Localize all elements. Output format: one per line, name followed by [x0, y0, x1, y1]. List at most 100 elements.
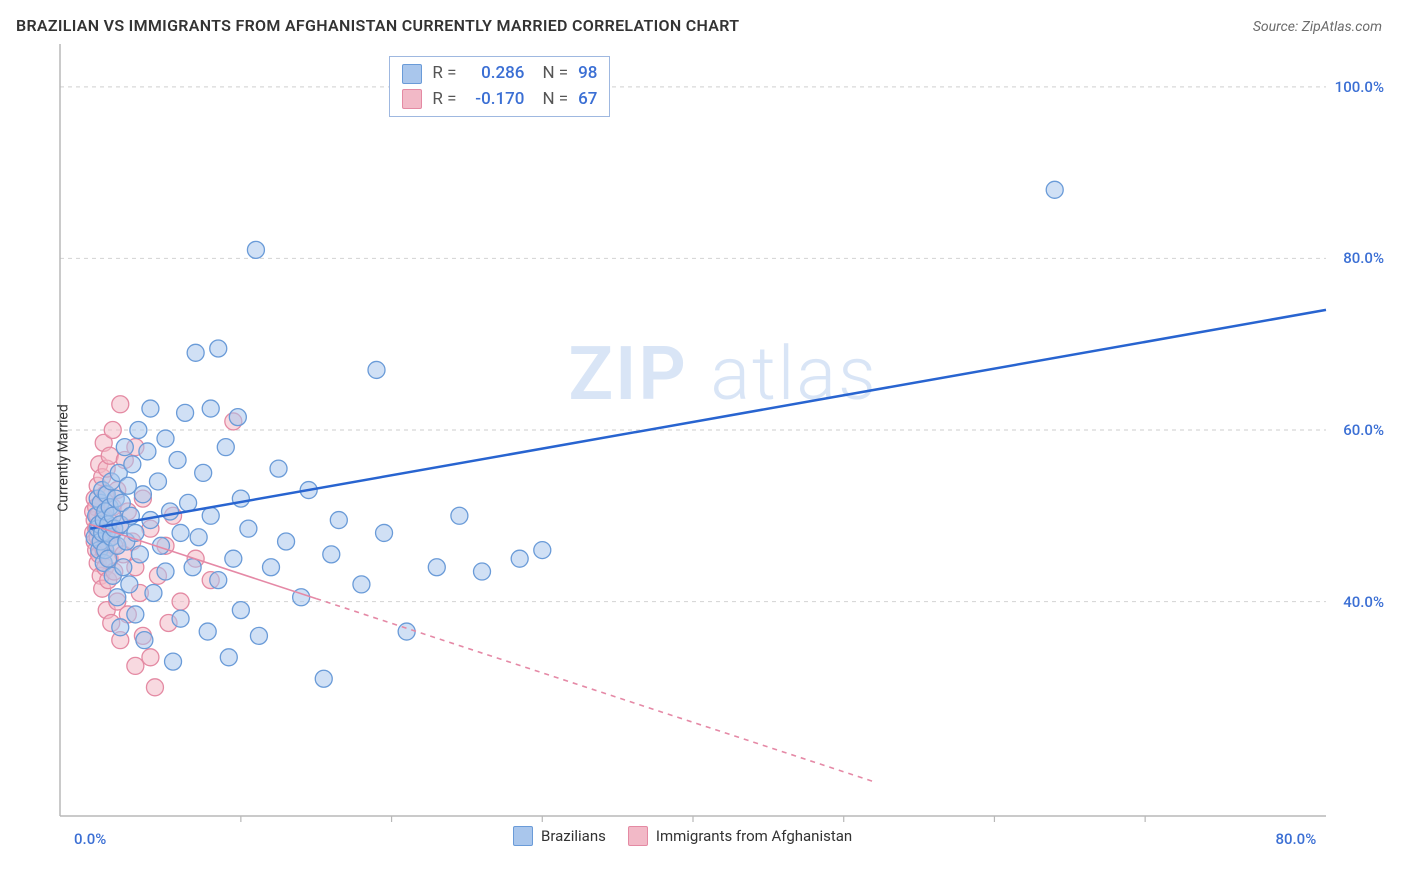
data-point: [451, 507, 468, 524]
data-point: [184, 559, 201, 576]
data-point: [124, 456, 141, 473]
data-point: [149, 473, 166, 490]
data-point: [119, 477, 136, 494]
data-point: [428, 559, 445, 576]
data-point: [165, 653, 182, 670]
r-label: R =: [432, 61, 456, 87]
data-point: [225, 550, 242, 567]
data-point: [247, 241, 264, 258]
data-point: [270, 460, 287, 477]
data-point: [187, 344, 204, 361]
data-point: [115, 559, 132, 576]
data-point: [127, 657, 144, 674]
data-point: [101, 447, 118, 464]
data-point: [104, 422, 121, 439]
data-point: [323, 546, 340, 563]
trendline-brazilians: [90, 310, 1326, 529]
legend-label: Brazilians: [541, 827, 606, 845]
r-value: 0.286: [466, 61, 524, 87]
y-tick-label: 100.0%: [1335, 78, 1384, 96]
correlation-stats-legend: R =0.286N =98R =-0.170N =67: [389, 56, 610, 117]
r-value: -0.170: [466, 87, 524, 113]
data-point: [368, 361, 385, 378]
data-point: [240, 520, 257, 537]
data-point: [199, 623, 216, 640]
swatch-brazilians: [402, 64, 422, 84]
data-point: [229, 409, 246, 426]
data-point: [263, 559, 280, 576]
data-point: [250, 627, 267, 644]
data-point: [1046, 181, 1063, 198]
data-point: [534, 542, 551, 559]
data-point: [177, 404, 194, 421]
watermark-zip: ZIP: [568, 331, 688, 418]
data-point: [131, 546, 148, 563]
data-point: [142, 400, 159, 417]
data-point: [330, 512, 347, 529]
data-point: [220, 649, 237, 666]
data-point: [162, 503, 179, 520]
stats-row-afghanistan: R =-0.170N =67: [402, 87, 597, 113]
data-point: [202, 400, 219, 417]
data-point: [121, 576, 138, 593]
data-point: [315, 670, 332, 687]
data-point: [112, 619, 129, 636]
data-point: [146, 679, 163, 696]
source-attribution: Source: ZipAtlas.com: [1253, 19, 1382, 35]
watermark: ZIPatlas: [568, 331, 877, 418]
series-brazilians: [86, 181, 1063, 687]
data-point: [134, 486, 151, 503]
data-point: [210, 572, 227, 589]
x-tick-label: 0.0%: [74, 830, 106, 848]
chart-title: BRAZILIAN VS IMMIGRANTS FROM AFGHANISTAN…: [16, 16, 739, 35]
source-label: Source:: [1253, 19, 1298, 35]
y-axis-label: Currently Married: [56, 404, 72, 511]
data-point: [116, 439, 133, 456]
data-point: [180, 494, 197, 511]
data-point: [157, 563, 174, 580]
n-value: 98: [578, 61, 597, 87]
data-point: [190, 529, 207, 546]
y-tick-label: 40.0%: [1343, 593, 1384, 611]
data-point: [278, 533, 295, 550]
series-legend: Brazilians Immigrants from Afghanistan: [513, 826, 852, 846]
data-point: [145, 584, 162, 601]
data-point: [232, 490, 249, 507]
swatch-afghanistan: [402, 89, 422, 109]
y-tick-label: 60.0%: [1343, 421, 1384, 439]
data-point: [130, 422, 147, 439]
data-point: [217, 439, 234, 456]
data-point: [109, 589, 126, 606]
data-point: [157, 430, 174, 447]
data-point: [398, 623, 415, 640]
data-point: [511, 550, 528, 567]
data-point: [172, 593, 189, 610]
legend-label: Immigrants from Afghanistan: [656, 827, 852, 845]
data-point: [195, 464, 212, 481]
data-point: [210, 340, 227, 357]
n-label: N =: [542, 61, 568, 87]
data-point: [172, 524, 189, 541]
stats-row-brazilians: R = 0.286 N = 98: [402, 61, 597, 87]
data-point: [136, 632, 153, 649]
data-point: [232, 602, 249, 619]
x-tick-label: 80.0%: [1275, 830, 1316, 848]
r-label: R =: [432, 87, 456, 113]
swatch-brazilians-bottom: [513, 826, 533, 846]
swatch-afghanistan-bottom: [628, 826, 648, 846]
data-point: [127, 606, 144, 623]
data-point: [202, 507, 219, 524]
scatter-chart-svg: ZIPatlas: [16, 44, 1388, 872]
n-label: N =: [542, 87, 568, 113]
data-point: [169, 452, 186, 469]
data-point: [139, 443, 156, 460]
y-tick-label: 80.0%: [1343, 249, 1384, 267]
data-point: [353, 576, 370, 593]
plot-area: Currently Married ZIPatlas 40.0% 60.0% 80.0…: [16, 44, 1388, 872]
data-point: [474, 563, 491, 580]
source-name: ZipAtlas.com: [1302, 19, 1382, 35]
data-point: [142, 649, 159, 666]
data-point: [376, 524, 393, 541]
data-point: [112, 396, 129, 413]
legend-item-afghanistan: Immigrants from Afghanistan: [628, 826, 852, 846]
